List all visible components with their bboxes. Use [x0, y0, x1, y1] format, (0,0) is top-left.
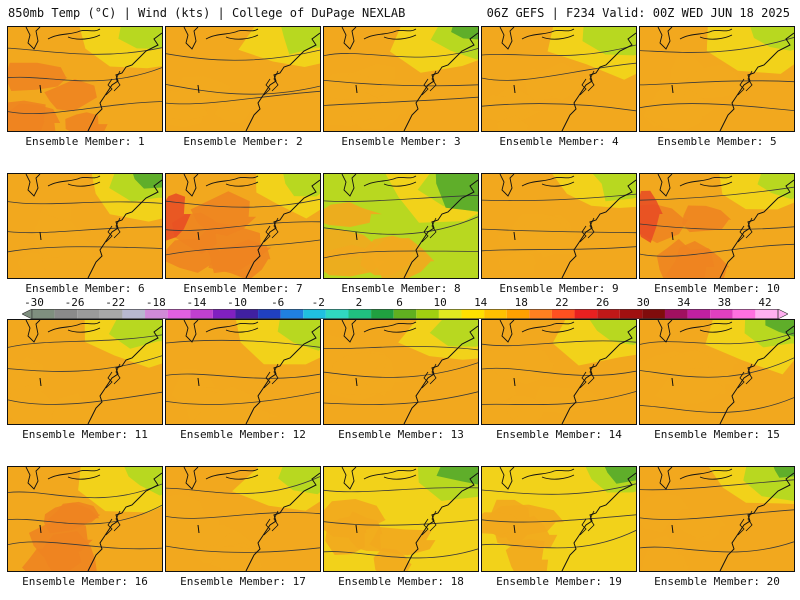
- colorbar-tick-label: 34: [677, 296, 691, 309]
- colorbar-swatch: [619, 309, 643, 319]
- colorbar-swatch: [574, 309, 598, 319]
- colorbar-swatch: [732, 309, 756, 319]
- colorbar-tick-label: -2: [311, 296, 325, 309]
- ensemble-map-panel: [639, 26, 795, 132]
- colorbar-swatch: [506, 309, 530, 319]
- colorbar-swatch: [393, 309, 417, 319]
- ensemble-member-label: Ensemble Member: 4: [499, 135, 619, 148]
- colorbar-tick-label: 14: [474, 296, 488, 309]
- colorbar-tick-label: -26: [64, 296, 85, 309]
- colorbar-tick-label: 6: [396, 296, 403, 309]
- colorbar-swatch: [235, 309, 259, 319]
- ensemble-member-label: Ensemble Member: 19: [496, 575, 622, 588]
- header-right: 06Z GEFS | F234 Valid: 00Z WED JUN 18 20…: [486, 6, 790, 20]
- colorbar-swatch: [145, 309, 168, 319]
- colorbar-swatch: [642, 309, 665, 319]
- colorbar-swatch: [303, 309, 326, 319]
- colorbar-tick-label: 38: [717, 296, 732, 309]
- ensemble-member-label: Ensemble Member: 7: [183, 282, 303, 295]
- colorbar-swatch: [755, 309, 778, 319]
- ensemble-map-panel: [481, 319, 637, 425]
- colorbar-tick-label: -10: [227, 296, 248, 309]
- ensemble-map-panel: [7, 319, 163, 425]
- colorbar-right-arrow: [777, 309, 788, 319]
- ensemble-member-label: Ensemble Member: 5: [657, 135, 777, 148]
- ensemble-map-panel: [7, 26, 163, 132]
- colorbar-swatch: [687, 309, 711, 319]
- ensemble-member-label: Ensemble Member: 12: [180, 428, 306, 441]
- ensemble-map-panel: [639, 173, 795, 279]
- colorbar-swatch: [54, 309, 78, 319]
- ensemble-map-panel: [481, 466, 637, 572]
- colorbar-tick-label: 26: [595, 296, 610, 309]
- ensemble-map-panel: [481, 26, 637, 132]
- ensemble-map-panel: [323, 26, 479, 132]
- ensemble-member-label: Ensemble Member: 8: [341, 282, 461, 295]
- ensemble-member-label: Ensemble Member: 10: [654, 282, 780, 295]
- colorbar-swatch: [190, 309, 213, 319]
- colorbar-swatch: [597, 309, 620, 319]
- colorbar-swatch: [258, 309, 281, 319]
- ensemble-map-panel: [481, 173, 637, 279]
- colorbar-tick-label: -30: [24, 296, 44, 309]
- ensemble-member-label: Ensemble Member: 15: [654, 428, 780, 441]
- ensemble-map-panel: [165, 173, 321, 279]
- colorbar-swatch: [348, 309, 372, 319]
- colorbar-tick-label: -14: [186, 296, 207, 309]
- colorbar-swatch: [461, 309, 485, 319]
- colorbar-tick-label: 10: [433, 296, 447, 309]
- colorbar-left-arrow: [22, 309, 33, 319]
- colorbar-swatch: [280, 309, 304, 319]
- colorbar-swatch: [77, 309, 100, 319]
- ensemble-member-label: Ensemble Member: 18: [338, 575, 464, 588]
- colorbar-swatch: [167, 309, 191, 319]
- colorbar-tick-label: 30: [636, 296, 650, 309]
- ensemble-map-panel: [7, 466, 163, 572]
- colorbar-swatch: [212, 309, 236, 319]
- ensemble-member-label: Ensemble Member: 6: [25, 282, 145, 295]
- temperature-colorbar: [22, 309, 788, 319]
- ensemble-member-label: Ensemble Member: 14: [496, 428, 622, 441]
- colorbar-swatch: [325, 309, 349, 319]
- ensemble-member-label: Ensemble Member: 1: [25, 135, 145, 148]
- colorbar-swatch: [32, 309, 55, 319]
- ensemble-map-panel: [165, 26, 321, 132]
- colorbar-swatch: [122, 309, 146, 319]
- colorbar-swatch: [551, 309, 575, 319]
- colorbar-tick-label: 18: [514, 296, 528, 309]
- colorbar-swatch: [529, 309, 552, 319]
- colorbar-tick-label: -6: [271, 296, 285, 309]
- ensemble-member-label: Ensemble Member: 13: [338, 428, 464, 441]
- colorbar-tick-label: -18: [145, 296, 166, 309]
- ensemble-map-panel: [323, 173, 479, 279]
- colorbar-swatch: [371, 309, 394, 319]
- colorbar-swatch: [438, 309, 462, 319]
- colorbar-swatch: [99, 309, 123, 319]
- colorbar-swatch: [664, 309, 688, 319]
- ensemble-member-label: Ensemble Member: 9: [499, 282, 619, 295]
- colorbar-swatch: [484, 309, 507, 319]
- header-left: 850mb Temp (°C) | Wind (kts) | College o…: [8, 6, 406, 20]
- ensemble-map-panel: [639, 466, 795, 572]
- colorbar-tick-label: 22: [555, 296, 569, 309]
- ensemble-member-label: Ensemble Member: 16: [22, 575, 148, 588]
- ensemble-map-panel: [323, 319, 479, 425]
- ensemble-member-label: Ensemble Member: 17: [180, 575, 306, 588]
- ensemble-map-panel: [639, 319, 795, 425]
- ensemble-map-panel: [323, 466, 479, 572]
- colorbar-tick-label: 42: [758, 296, 772, 309]
- ensemble-member-label: Ensemble Member: 20: [654, 575, 780, 588]
- ensemble-map-panel: [165, 319, 321, 425]
- ensemble-map-panel: [7, 173, 163, 279]
- ensemble-member-label: Ensemble Member: 2: [183, 135, 303, 148]
- ensemble-member-label: Ensemble Member: 11: [22, 428, 148, 441]
- colorbar-tick-label: 2: [355, 296, 363, 309]
- colorbar-tick-label: -22: [105, 296, 126, 309]
- colorbar-swatch: [710, 309, 733, 319]
- colorbar-swatch: [416, 309, 439, 319]
- ensemble-map-panel: [165, 466, 321, 572]
- ensemble-member-label: Ensemble Member: 3: [341, 135, 461, 148]
